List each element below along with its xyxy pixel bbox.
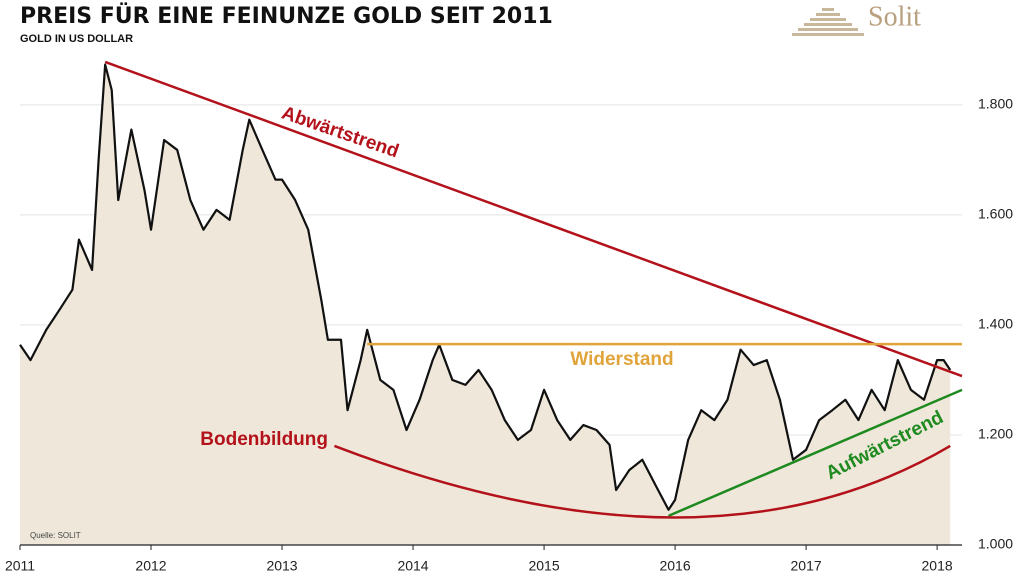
- source-note: Quelle: SOLIT: [30, 531, 81, 540]
- annotation-line: [333, 444, 951, 519]
- x-tick-label: 2016: [659, 558, 690, 574]
- annotation-line: [668, 388, 963, 517]
- chart-subtitle: GOLD IN US DOLLAR: [20, 33, 133, 45]
- x-tick-label: 2018: [922, 558, 953, 574]
- annotation-line: [104, 60, 963, 378]
- y-tick-label: 1.400: [978, 316, 1013, 332]
- y-tick-label: 1.000: [978, 536, 1013, 552]
- y-tick-label: 1.200: [978, 426, 1013, 442]
- x-tick-label: 2012: [135, 558, 166, 574]
- annotation-label: Bodenbildung: [200, 429, 328, 450]
- x-tick-label: 2011: [5, 558, 35, 574]
- area: [20, 64, 951, 545]
- annotation-label: Widerstand: [570, 349, 673, 370]
- price-line: [19, 63, 952, 511]
- y-tick-label: 1.800: [978, 96, 1013, 112]
- y-tick-label: 1.600: [978, 206, 1013, 222]
- x-tick-label: 2014: [397, 558, 428, 574]
- x-tick-label: 2015: [528, 558, 559, 574]
- x-tick-label: 2013: [266, 558, 297, 574]
- logo-icon: [792, 8, 864, 36]
- x-tick-label: 2017: [791, 558, 822, 574]
- chart-title: PREIS FÜR EINE FEINUNZE GOLD SEIT 2011: [20, 3, 553, 29]
- logo-text: Solit: [868, 1, 921, 32]
